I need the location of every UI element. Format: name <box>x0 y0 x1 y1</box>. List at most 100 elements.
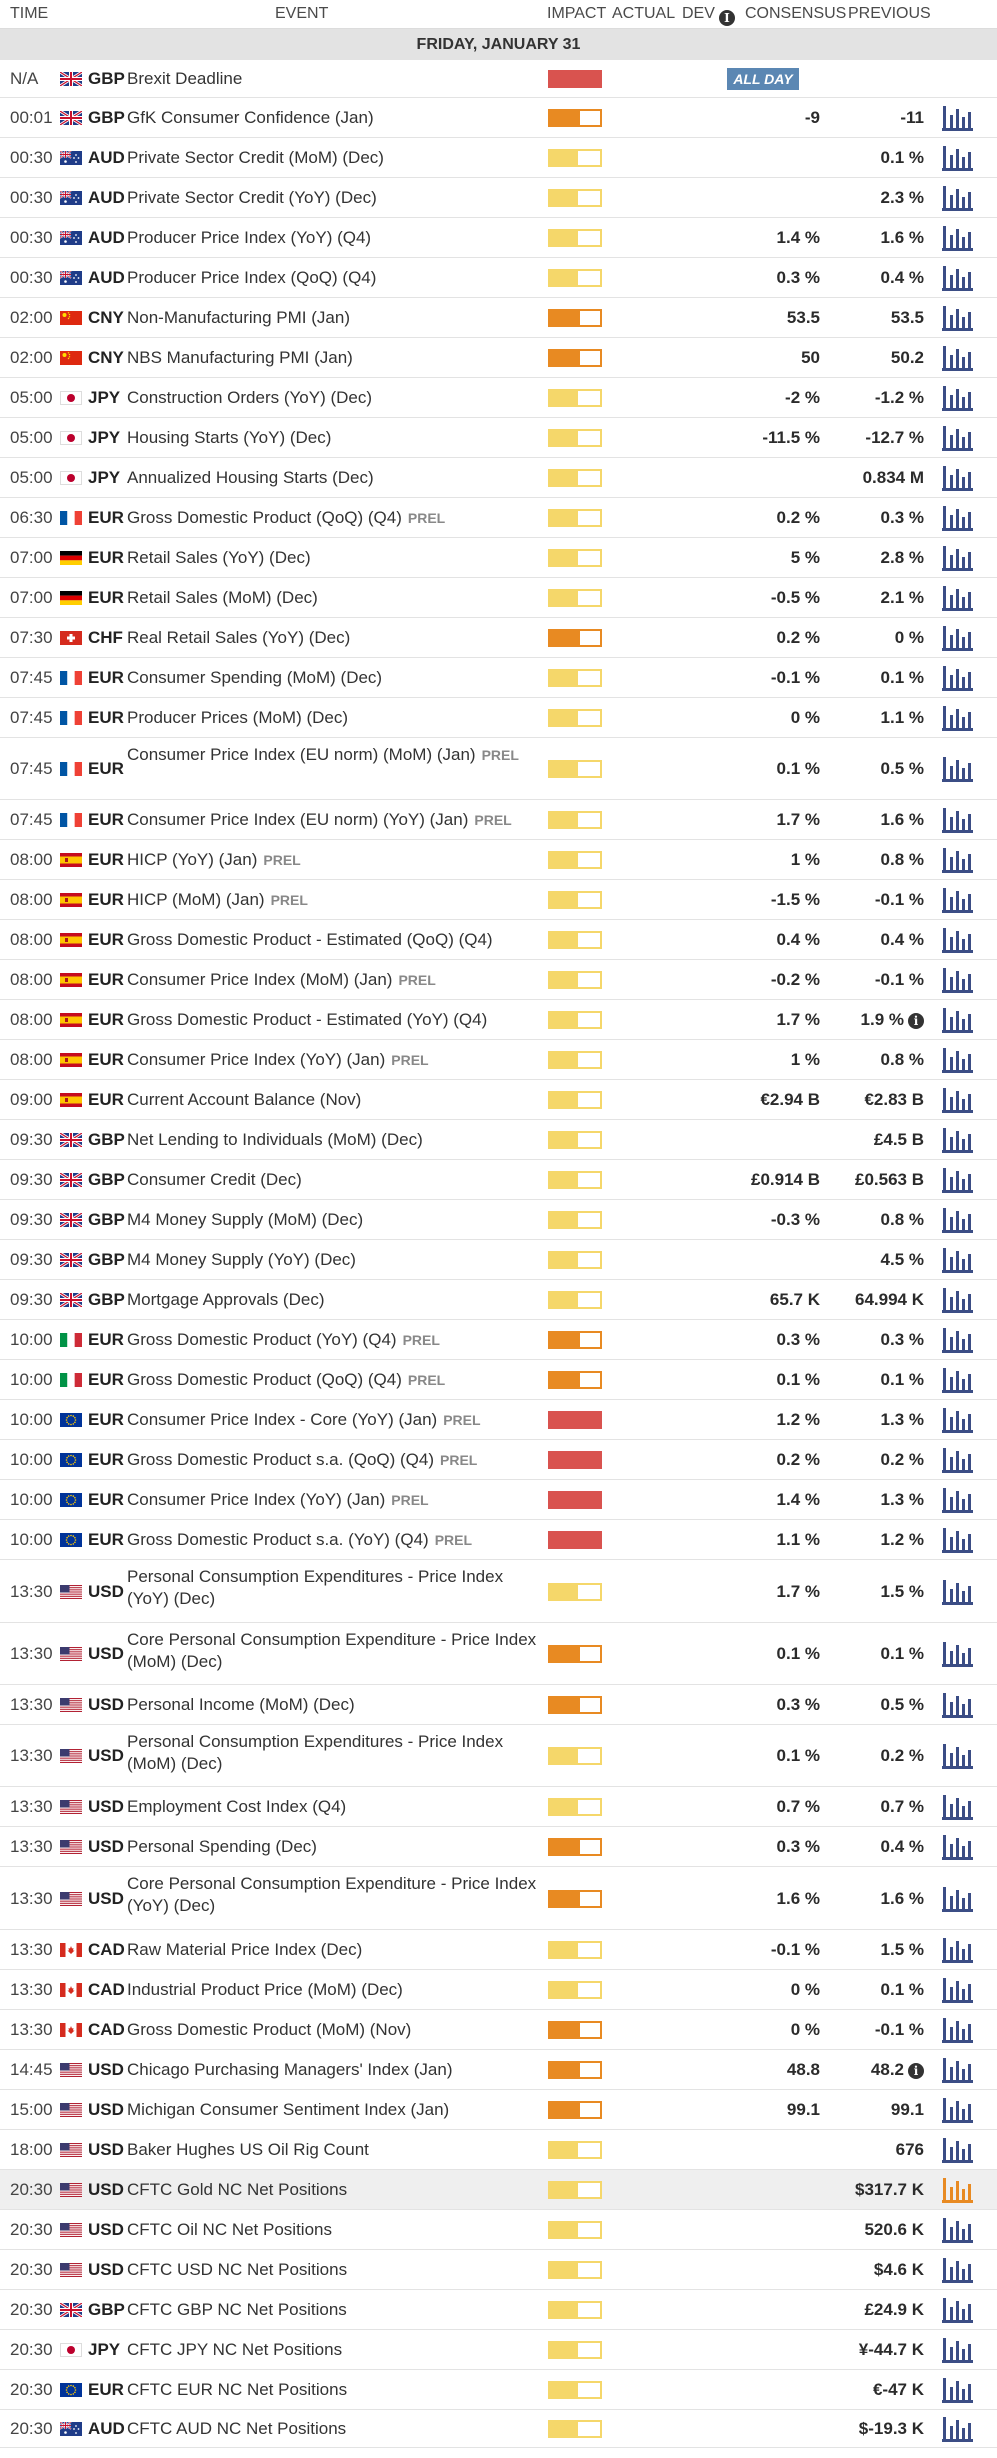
table-row[interactable]: 07:45 EUR Consumer Price Index (EU norm) (… <box>0 800 997 840</box>
table-row[interactable]: 20:30 AUD CFTC AUD NC Net Positions $-19.3 … <box>0 2410 997 2448</box>
table-row[interactable]: 10:00 EUR Consumer Price Index (YoY) (Jan)… <box>0 1480 997 1520</box>
chart-icon[interactable] <box>940 263 974 293</box>
table-row[interactable]: 05:00 JPY Annualized Housing Starts (Dec) 0… <box>0 458 997 498</box>
event-name[interactable]: Chicago Purchasing Managers' Index (Jan) <box>127 2059 547 2081</box>
event-name[interactable]: Non-Manufacturing PMI (Jan) <box>127 307 547 329</box>
event-title[interactable]: Gross Domestic Product s.a. (QoQ) (Q4) <box>127 1450 435 1469</box>
event-title[interactable]: Annualized Housing Starts (Dec) <box>127 468 374 487</box>
table-row[interactable]: 09:00 EUR Current Account Balance (Nov) €2.… <box>0 1080 997 1120</box>
event-name[interactable]: Gross Domestic Product s.a. (YoY) (Q4) PR… <box>127 1529 547 1551</box>
event-title[interactable]: Personal Income (MoM) (Dec) <box>127 1695 355 1714</box>
chart-icon[interactable] <box>940 503 974 533</box>
event-title[interactable]: Housing Starts (YoY) (Dec) <box>127 428 332 447</box>
event-title[interactable]: Personal Consumption Expenditures - Pric… <box>127 1732 504 1773</box>
event-name[interactable]: Consumer Price Index (MoM) (Jan) PREL <box>127 969 547 991</box>
event-name[interactable]: Producer Price Index (QoQ) (Q4) <box>127 267 547 289</box>
event-title[interactable]: Consumer Spending (MoM) (Dec) <box>127 668 383 687</box>
chart-icon[interactable] <box>940 343 974 373</box>
event-title[interactable]: Consumer Price Index (EU norm) (MoM) (Ja… <box>127 745 476 764</box>
chart-icon[interactable] <box>940 2095 974 2125</box>
table-row[interactable]: 07:45 EUR Producer Prices (MoM) (Dec) 0 % 1.… <box>0 698 997 738</box>
chart-icon[interactable] <box>940 2414 974 2444</box>
chart-icon[interactable] <box>940 925 974 955</box>
event-name[interactable]: M4 Money Supply (YoY) (Dec) <box>127 1249 547 1271</box>
chart-icon[interactable] <box>940 103 974 133</box>
event-name[interactable]: Personal Income (MoM) (Dec) <box>127 1694 547 1716</box>
event-name[interactable]: Mortgage Approvals (Dec) <box>127 1289 547 1311</box>
table-row[interactable]: 07:45 EUR Consumer Spending (MoM) (Dec) -0.… <box>0 658 997 698</box>
chart-icon[interactable] <box>940 143 974 173</box>
chart-icon[interactable] <box>940 1285 974 1315</box>
event-name[interactable]: Private Sector Credit (MoM) (Dec) <box>127 147 547 169</box>
event-name[interactable]: Construction Orders (YoY) (Dec) <box>127 387 547 409</box>
table-row[interactable]: 08:00 EUR Consumer Price Index (MoM) (Jan)… <box>0 960 997 1000</box>
table-row[interactable]: 10:00 EUR Gross Domestic Product s.a. (QoQ… <box>0 1440 997 1480</box>
event-name[interactable]: Gross Domestic Product (QoQ) (Q4) PREL <box>127 1369 547 1391</box>
event-name[interactable]: CFTC Oil NC Net Positions <box>127 2219 547 2241</box>
chart-icon[interactable] <box>940 1975 974 2005</box>
table-row[interactable]: 09:30 GBP Consumer Credit (Dec) £0.914 B £0.… <box>0 1160 997 1200</box>
table-row[interactable]: 10:00 EUR Gross Domestic Product s.a. (YoY… <box>0 1520 997 1560</box>
chart-icon[interactable] <box>940 1405 974 1435</box>
table-row[interactable]: 02:00 CNY NBS Manufacturing PMI (Jan) 50 50.… <box>0 338 997 378</box>
event-title[interactable]: Producer Price Index (QoQ) (Q4) <box>127 268 377 287</box>
table-row[interactable]: 00:30 AUD Private Sector Credit (YoY) (Dec… <box>0 178 997 218</box>
event-title[interactable]: Non-Manufacturing PMI (Jan) <box>127 308 350 327</box>
table-row[interactable]: 07:45 EUR Consumer Price Index (EU norm) (… <box>0 738 997 800</box>
event-name[interactable]: Brexit Deadline <box>127 68 547 90</box>
event-title[interactable]: Construction Orders (YoY) (Dec) <box>127 388 373 407</box>
event-title[interactable]: Net Lending to Individuals (MoM) (Dec) <box>127 1130 423 1149</box>
event-name[interactable]: Consumer Price Index (EU norm) (YoY) (Ja… <box>127 809 547 831</box>
header-consensus[interactable]: CONSENSUS <box>745 5 847 22</box>
event-name[interactable]: Raw Material Price Index (Dec) <box>127 1939 547 1961</box>
event-name[interactable]: Personal Spending (Dec) <box>127 1836 547 1858</box>
table-row[interactable]: 07:00 EUR Retail Sales (YoY) (Dec) 5 % 2.8 % <box>0 538 997 578</box>
chart-icon[interactable] <box>940 2295 974 2325</box>
table-row[interactable]: 09:30 GBP Mortgage Approvals (Dec) 65.7 K 64… <box>0 1280 997 1320</box>
chart-icon[interactable] <box>940 2175 974 2205</box>
chart-icon[interactable] <box>940 1832 974 1862</box>
event-title[interactable]: Mortgage Approvals (Dec) <box>127 1290 325 1309</box>
table-row[interactable]: 20:30 GBP CFTC GBP NC Net Positions £24.9 K <box>0 2290 997 2330</box>
chart-icon[interactable] <box>940 1690 974 1720</box>
event-title[interactable]: NBS Manufacturing PMI (Jan) <box>127 348 353 367</box>
chart-icon[interactable] <box>940 463 974 493</box>
chart-icon[interactable] <box>940 183 974 213</box>
event-title[interactable]: Raw Material Price Index (Dec) <box>127 1940 363 1959</box>
table-row[interactable]: 20:30 USD CFTC USD NC Net Positions $4.6 K <box>0 2250 997 2290</box>
table-row[interactable]: 09:30 GBP M4 Money Supply (YoY) (Dec) 4.5 % <box>0 1240 997 1280</box>
event-title[interactable]: Gross Domestic Product (MoM) (Nov) <box>127 2020 412 2039</box>
event-title[interactable]: Gross Domestic Product - Estimated (QoQ)… <box>127 930 493 949</box>
event-name[interactable]: Gross Domestic Product (MoM) (Nov) <box>127 2019 547 2041</box>
event-title[interactable]: Retail Sales (YoY) (Dec) <box>127 548 311 567</box>
table-row[interactable]: 00:01 GBP GfK Consumer Confidence (Jan) -9 -… <box>0 98 997 138</box>
event-name[interactable]: Retail Sales (MoM) (Dec) <box>127 587 547 609</box>
chart-icon[interactable] <box>940 1325 974 1355</box>
chart-icon[interactable] <box>940 1639 974 1669</box>
table-row[interactable]: 13:30 CAD Raw Material Price Index (Dec) -0… <box>0 1930 997 1970</box>
event-title[interactable]: Brexit Deadline <box>127 69 243 88</box>
header-event[interactable]: EVENT <box>275 5 329 22</box>
table-row[interactable]: 00:30 AUD Producer Price Index (QoQ) (Q4) 0… <box>0 258 997 298</box>
event-title[interactable]: Consumer Price Index (YoY) (Jan) <box>127 1050 386 1069</box>
chart-icon[interactable] <box>940 2135 974 2165</box>
chart-icon[interactable] <box>940 1577 974 1607</box>
event-name[interactable]: Core Personal Consumption Expenditure - … <box>127 1629 547 1673</box>
info-icon[interactable]: i <box>908 2062 924 2079</box>
event-title[interactable]: Core Personal Consumption Expenditure - … <box>127 1874 537 1915</box>
chart-icon[interactable] <box>940 663 974 693</box>
chart-icon[interactable] <box>940 2015 974 2045</box>
table-row[interactable]: 15:00 USD Michigan Consumer Sentiment Inde… <box>0 2090 997 2130</box>
event-name[interactable]: HICP (MoM) (Jan) PREL <box>127 889 547 911</box>
event-title[interactable]: CFTC USD NC Net Positions <box>127 2260 348 2279</box>
table-row[interactable]: 08:00 EUR Gross Domestic Product - Estimat… <box>0 1000 997 1040</box>
table-row[interactable]: 05:00 JPY Housing Starts (YoY) (Dec) -11.5 … <box>0 418 997 458</box>
event-title[interactable]: Gross Domestic Product (QoQ) (Q4) <box>127 508 402 527</box>
table-row[interactable]: 10:00 EUR Gross Domestic Product (YoY) (Q4… <box>0 1320 997 1360</box>
event-title[interactable]: CFTC EUR NC Net Positions <box>127 2380 348 2399</box>
table-row[interactable]: 10:00 EUR Gross Domestic Product (QoQ) (Q4… <box>0 1360 997 1400</box>
event-title[interactable]: Employment Cost Index (Q4) <box>127 1797 347 1816</box>
table-row[interactable]: 13:30 USD Personal Spending (Dec) 0.3 % 0.4 … <box>0 1827 997 1867</box>
chart-icon[interactable] <box>940 1085 974 1115</box>
table-row[interactable]: 07:00 EUR Retail Sales (MoM) (Dec) -0.5 % 2.… <box>0 578 997 618</box>
